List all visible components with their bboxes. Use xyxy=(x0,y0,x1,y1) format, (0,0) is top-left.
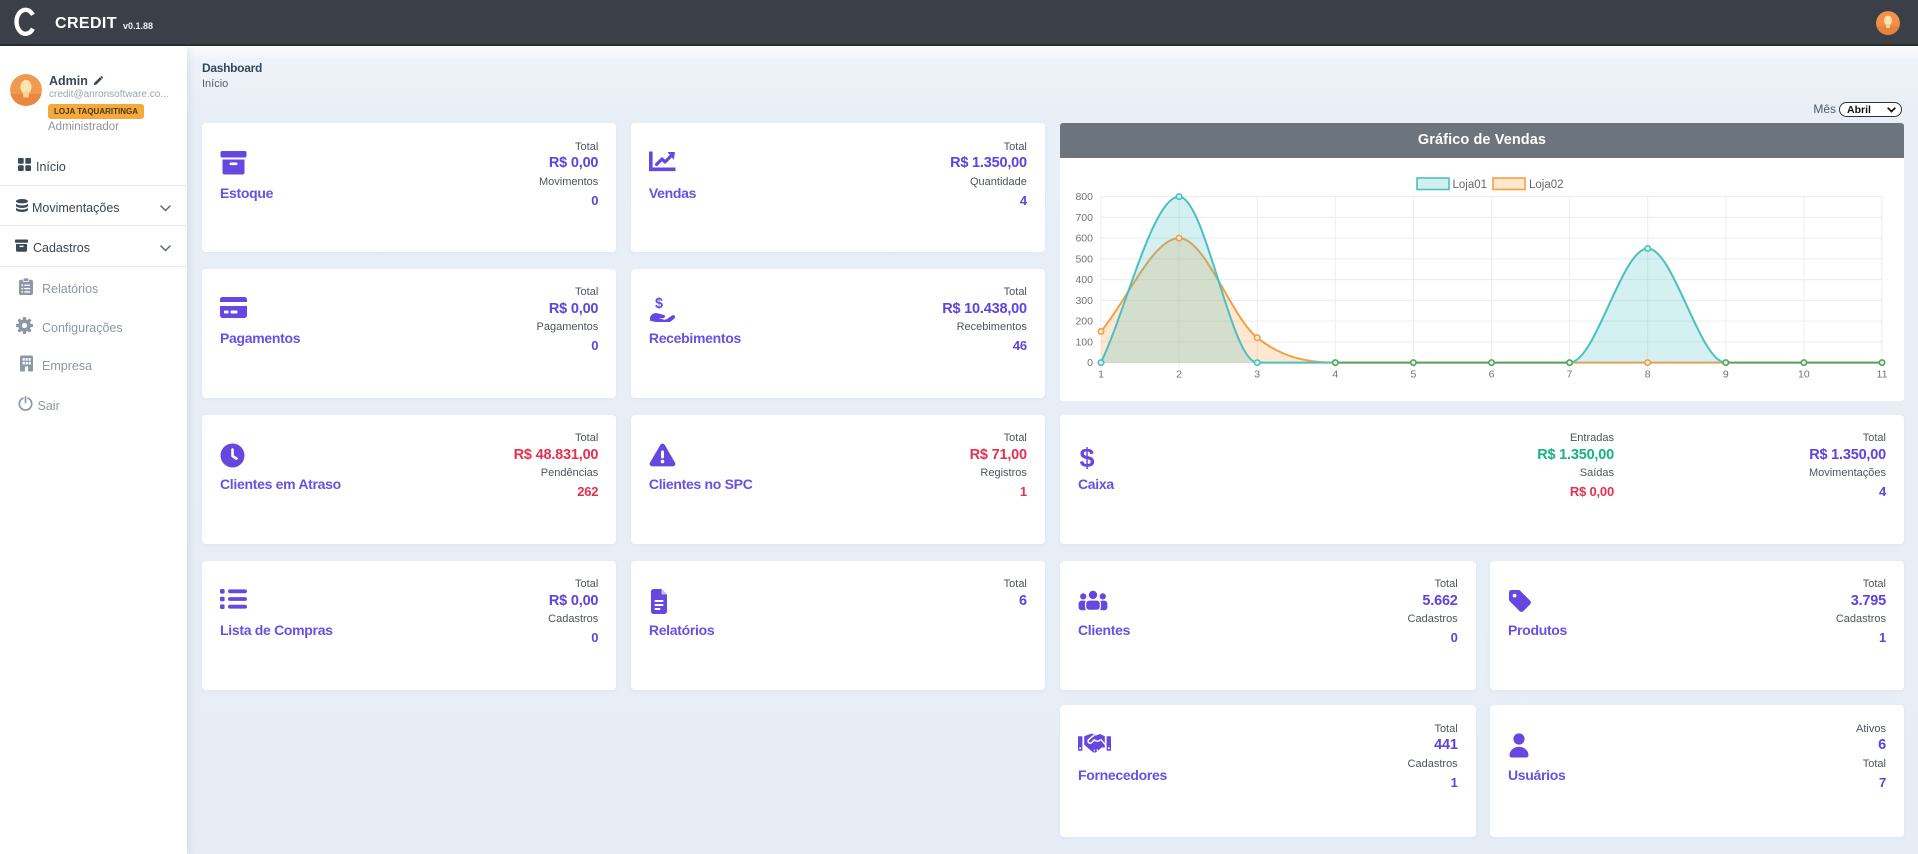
svg-text:4: 4 xyxy=(1332,369,1338,381)
svg-text:300: 300 xyxy=(1075,295,1093,307)
svg-text:200: 200 xyxy=(1075,316,1093,328)
svg-text:7: 7 xyxy=(1567,369,1573,381)
svg-text:11: 11 xyxy=(1877,369,1888,381)
svg-text:6: 6 xyxy=(1489,369,1495,381)
svg-text:700: 700 xyxy=(1075,212,1093,224)
svg-text:400: 400 xyxy=(1075,274,1093,286)
svg-text:8: 8 xyxy=(1645,369,1651,381)
svg-text:10: 10 xyxy=(1798,369,1810,381)
svg-text:Loja01: Loja01 xyxy=(1453,179,1488,191)
svg-text:$: $ xyxy=(1079,443,1094,471)
svg-text:0: 0 xyxy=(1087,357,1093,369)
svg-text:100: 100 xyxy=(1075,336,1093,348)
svg-text:500: 500 xyxy=(1075,253,1093,265)
svg-text:9: 9 xyxy=(1723,369,1729,381)
svg-text:3: 3 xyxy=(1254,369,1260,381)
svg-text:Loja02: Loja02 xyxy=(1529,179,1564,191)
svg-text:600: 600 xyxy=(1075,233,1093,245)
svg-text:1: 1 xyxy=(1098,369,1104,381)
svg-text:$: $ xyxy=(655,297,663,312)
svg-text:5: 5 xyxy=(1410,369,1416,381)
svg-text:800: 800 xyxy=(1075,191,1093,203)
svg-text:2: 2 xyxy=(1176,369,1182,381)
